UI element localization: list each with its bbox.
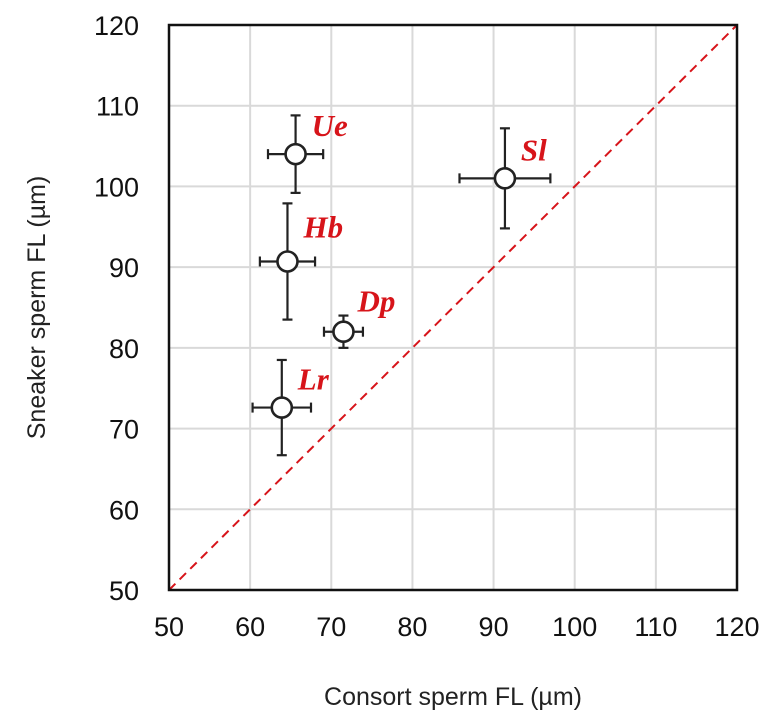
x-tick-label-60: 60 xyxy=(235,612,265,642)
x-tick-label-70: 70 xyxy=(316,612,346,642)
point-Hb: Hb xyxy=(258,202,343,321)
x-tick-label-110: 110 xyxy=(634,612,677,642)
y-tick-label-80: 80 xyxy=(109,334,139,364)
point-marker xyxy=(284,142,307,166)
reference-line-y-equals-x xyxy=(168,24,738,591)
data-points: Ue Sl Hb Dp Lr xyxy=(251,108,552,457)
reference-line-group xyxy=(168,24,738,591)
x-tick-label-50: 50 xyxy=(154,612,184,642)
point-label-Ue: Ue xyxy=(312,108,348,143)
point-label-Hb: Hb xyxy=(302,209,343,244)
x-tick-labels: 50 60 70 80 90 100 110 120 xyxy=(154,612,760,642)
point-label-Lr: Lr xyxy=(297,362,330,397)
plot-frame xyxy=(167,23,739,592)
point-Ue: Ue xyxy=(266,108,348,194)
x-tick-label-120: 120 xyxy=(714,612,759,642)
point-marker xyxy=(270,396,294,419)
point-marker xyxy=(332,320,355,344)
y-tick-label-50: 50 xyxy=(109,576,139,606)
y-tick-label-70: 70 xyxy=(109,415,139,445)
y-tick-labels: 50 60 70 80 90 100 110 120 xyxy=(94,11,139,606)
y-tick-label-120: 120 xyxy=(94,11,139,41)
x-tick-label-100: 100 xyxy=(552,612,597,642)
y-tick-label-110: 110 xyxy=(96,92,139,122)
x-axis-title: Consort sperm FL (µm) xyxy=(324,683,582,711)
y-axis-title: Sneaker sperm FL (µm) xyxy=(23,176,51,440)
y-tick-label-60: 60 xyxy=(109,495,139,525)
point-label-Sl: Sl xyxy=(521,132,547,167)
point-label-Dp: Dp xyxy=(356,284,395,319)
y-tick-label-100: 100 xyxy=(94,172,139,202)
point-Sl: Sl xyxy=(458,127,552,230)
point-marker xyxy=(493,167,517,190)
point-Lr: Lr xyxy=(251,358,330,457)
y-tick-label-90: 90 xyxy=(109,253,139,283)
grid xyxy=(168,24,738,591)
point-marker xyxy=(276,250,299,273)
x-tick-label-80: 80 xyxy=(397,612,427,642)
point-Dp: Dp xyxy=(322,284,395,349)
x-tick-label-90: 90 xyxy=(479,612,509,642)
